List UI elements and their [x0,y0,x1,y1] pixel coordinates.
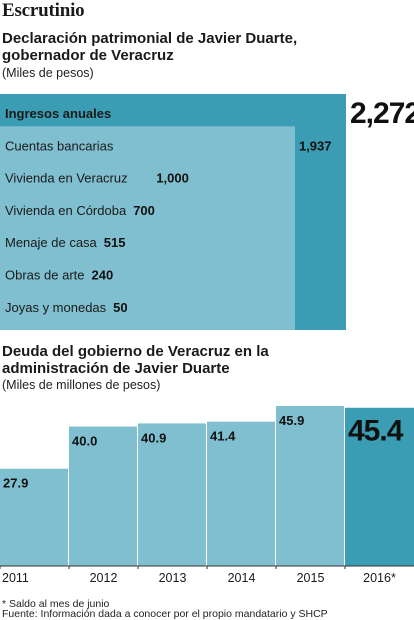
bar-value-label-3: 700 [133,203,155,218]
column-value-label-5: 45.4 [348,415,404,448]
column-value-label-4: 45.9 [279,413,304,428]
x-tick-label-5: 2016* [363,571,396,584]
column-4 [276,406,344,566]
bar-chart-title-line1: Declaración patrimonial de Javier Duarte… [2,30,298,47]
bar-category-label-1: Cuentas bancarias [5,138,114,153]
bar-category-label-6: Joyas y monedas [5,300,107,315]
column-chart-subtitle: (Miles de millones de pesos) [2,378,161,392]
bar-category-label-3: Vivienda en Córdoba [5,203,127,218]
bar-value-label-5: 240 [92,268,114,283]
x-tick-label-0: 2011 [2,571,29,584]
column-chart-title-line1: Deuda del gobierno de Veracruz en la [2,343,269,360]
bar-value-label-4: 515 [104,235,126,250]
bar-chart-title-line2: gobernador de Veracruz [2,47,174,64]
x-tick-label-2: 2013 [159,571,187,584]
column-value-label-0: 27.9 [3,476,28,491]
bar-value-label-1: 1,937 [299,138,332,153]
x-tick-label-4: 2015 [297,571,325,584]
column-value-label-2: 40.9 [141,430,166,445]
column-0 [0,468,68,566]
x-tick-label-1: 2012 [90,571,118,584]
column-2 [138,423,206,566]
footnote: * Saldo al mes de junio [2,598,110,610]
bar-category-label-4: Menaje de casa [5,235,98,250]
header-title: Escrutinio [2,0,85,21]
bar-chart-subtitle: (Miles de pesos) [2,66,94,80]
debt-column-chart: 27.9 2011 40.0 2012 40.9 2013 41.4 2014 45.9 2015… [0,406,414,584]
column-value-label-1: 40.0 [72,434,97,449]
column-3 [207,421,275,566]
bar-value-label-6: 50 [113,300,127,315]
column-value-label-3: 41.4 [210,429,236,444]
column-chart-title-line2: administración de Javier Duarte [2,360,230,377]
bar-6 [0,287,8,330]
x-tick-label-3: 2014 [228,571,256,584]
column-5 [345,407,414,566]
patrimony-bar-chart: Ingresos anuales 2,272 Cuentas bancarias 1,… [0,94,414,330]
bar-category-label-2: Vivienda en Veracruz [5,171,128,186]
source-note: Fuente: Información dada a conocer por e… [2,608,328,620]
bar-category-label-0: Ingresos anuales [5,106,111,121]
column-1 [69,426,137,566]
bar-category-label-5: Obras de arte [5,268,85,283]
bar-value-label-0: 2,272 [350,97,414,130]
bar-value-label-2: 1,000 [156,171,189,186]
